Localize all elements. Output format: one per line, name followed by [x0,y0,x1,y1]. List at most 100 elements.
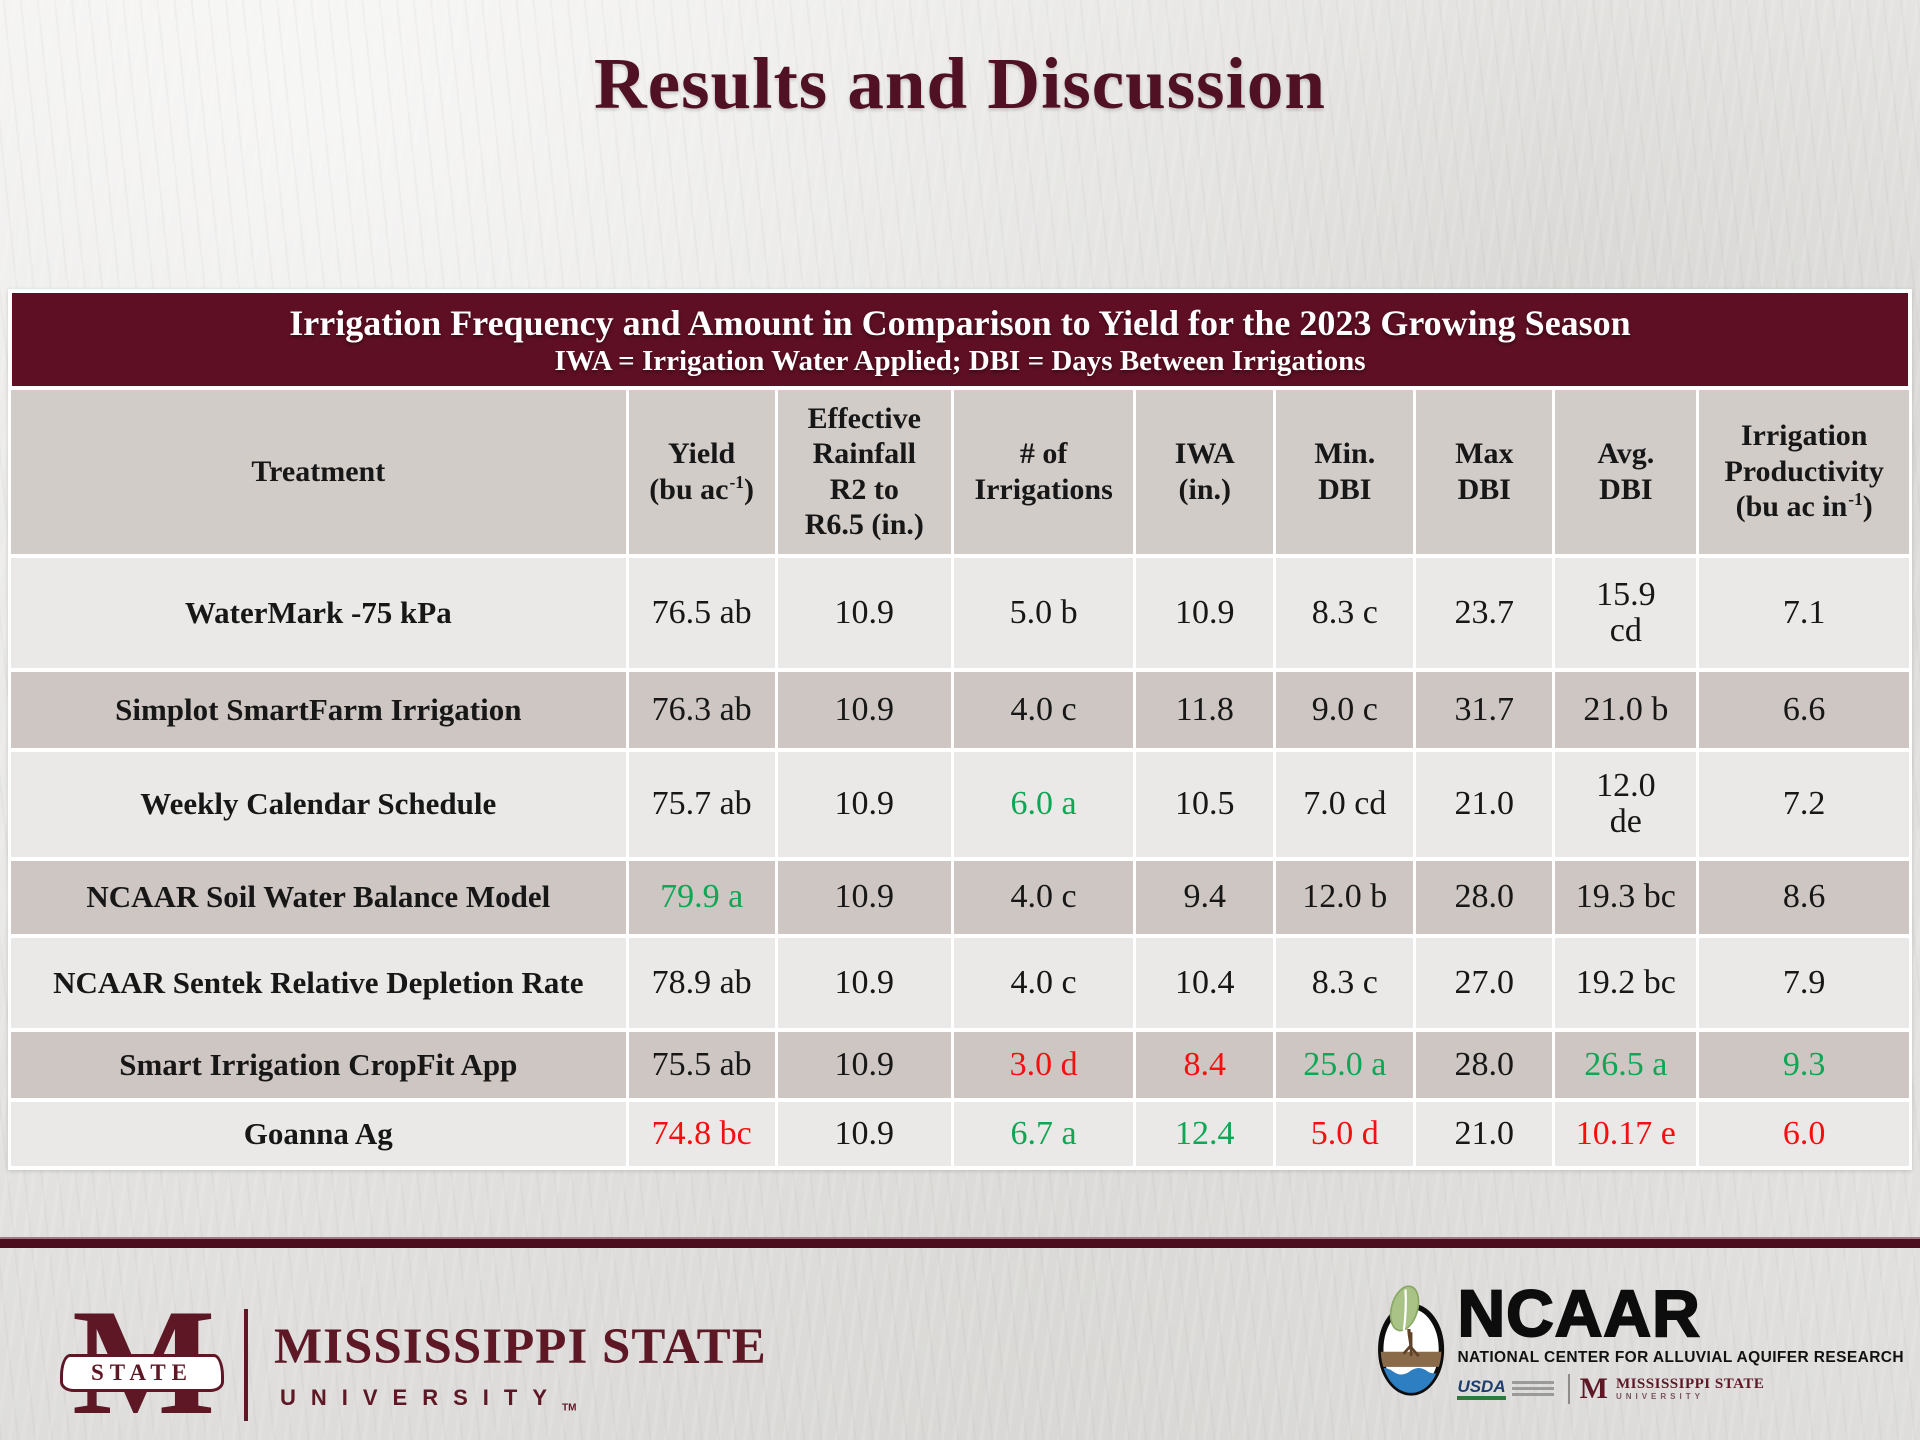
table-row: Simplot SmartFarm Irrigation 76.3 ab 10.9 4… [11,671,1909,748]
msu-state-banner: STATE [60,1354,224,1392]
table-row: Weekly Calendar Schedule 75.7 ab 10.9 6.0 a… [11,751,1909,857]
superscript: -1 [729,471,744,492]
results-table-body: WaterMark -75 kPa 76.5 ab 10.9 5.0 b 10.9 8.3… [11,557,1909,1166]
ncaar-full-name: NATIONAL CENTER FOR ALLUVIAL AQUIFER RES… [1457,1348,1904,1366]
value-cell: 78.9 ab [628,937,775,1028]
value-cell: 8.3 c [1276,937,1414,1028]
treatment-name: NCAAR Soil Water Balance Model [11,860,626,934]
value-cell: 10.17 e [1555,1101,1697,1166]
col-header-irrigation-productivity: Irrigation Productivity (bu ac in-1) [1699,389,1909,554]
ncaar-acronym: NCAAR [1456,1276,1701,1350]
value-cell: 8.4 [1136,1031,1274,1098]
header-label: Treatment [251,454,386,488]
value-cell: 23.7 [1416,557,1553,668]
msu-banner-text: STATE [90,1360,193,1385]
superscript: -1 [1848,489,1863,510]
ncaar-text-block: NCAAR NATIONAL CENTER FOR ALLUVIAL AQUIF… [1456,1276,1904,1405]
value-cell: 7.1 [1699,557,1909,668]
treatment-name: Weekly Calendar Schedule [11,751,626,857]
table-title: Irrigation Frequency and Amount in Compa… [289,303,1631,343]
value-cell: 7.9 [1699,937,1909,1028]
header-label: DBI [1599,472,1653,506]
msu-m-monogram: M STATE [60,1286,224,1438]
ncaar-logo: NCAAR NATIONAL CENTER FOR ALLUVIAL AQUIF… [1371,1276,1904,1405]
table-subtitle: IWA = Irrigation Water Applied; DBI = Da… [554,345,1366,378]
value-cell: 6.0 [1699,1101,1909,1166]
header-label: Max [1455,437,1514,471]
slide-title: Results and Discussion [594,43,1326,124]
table-title-bar: Irrigation Frequency and Amount in Compa… [12,293,1908,386]
col-header-yield: Yield (bu ac-1) [628,389,775,554]
usda-logo: USDA [1457,1378,1506,1400]
header-label: Avg. [1597,437,1655,471]
header-label: Irrigations [974,472,1113,506]
usda-text-lines [1511,1381,1554,1397]
value-cell: 28.0 [1416,860,1553,934]
value-cell: 10.9 [777,937,951,1028]
value-cell: 5.0 b [953,557,1134,668]
value-cell: 9.3 [1699,1031,1909,1098]
value-cell: 4.0 c [953,937,1134,1028]
value-cell: 25.0 a [1276,1031,1414,1098]
table-row: Smart Irrigation CropFit App 75.5 ab 10.9 3… [11,1031,1909,1098]
col-header-avg-dbi: Avg. DBI [1555,389,1697,554]
header-label: ) [1862,490,1873,524]
col-header-effective-rainfall: Effective Rainfall R2 to R6.5 (in.) [777,389,951,554]
value-cell: 4.0 c [953,671,1134,748]
value-cell: 7.0 cd [1276,751,1414,857]
value-cell: 21.0 [1416,1101,1553,1166]
msu-logo-divider [244,1309,248,1421]
value-cell: 31.7 [1416,671,1553,748]
table-row: WaterMark -75 kPa 76.5 ab 10.9 5.0 b 10.9 8.3… [11,557,1909,668]
value-cell: 26.5 a [1555,1031,1697,1098]
value-cell: 10.9 [777,557,951,668]
treatment-name: Simplot SmartFarm Irrigation [11,671,626,748]
value-cell: 10.9 [777,671,951,748]
value-cell: 74.8 bc [628,1101,775,1166]
header-label: (in.) [1178,472,1232,506]
msu-mini-wordmark: MISSISSIPPI STATE UNIVERSITY [1616,1376,1764,1402]
value-cell: 19.3 bc [1555,860,1697,934]
header-label: (bu ac [649,472,729,506]
value-cell: 9.4 [1136,860,1274,934]
value-cell: 79.9 a [628,860,775,934]
msu-wordmark: MISSISSIPPI STATE UNIVERSITYTM [274,1317,767,1413]
col-header-num-irrigations: # of Irrigations [953,389,1134,554]
header-label: ) [743,472,754,506]
msu-mini-name: MISSISSIPPI STATE [1615,1375,1765,1392]
header-row: Treatment Yield (bu ac-1) Effective Rainfa… [11,389,1909,554]
header-label: Rainfall [812,437,916,471]
header-label: DBI [1457,472,1511,506]
value-cell: 10.9 [777,860,951,934]
ncaar-partner-logos: USDA M MISSISSIPPI STATE UNIVERSITY [1457,1371,1904,1405]
value-cell: 27.0 [1416,937,1553,1028]
value-cell: 6.6 [1699,671,1909,748]
value-cell: 10.5 [1136,751,1274,857]
msu-mini-monogram: M [1579,1371,1608,1405]
value-cell: 9.0 c [1276,671,1414,748]
header-label: DBI [1318,472,1372,506]
header-label: Irrigation [1740,419,1868,453]
value-cell: 8.3 c [1276,557,1414,668]
value-cell: 6.0 a [953,751,1134,857]
value-cell: 76.5 ab [628,557,775,668]
msu-university-label: UNIVERSITYTM [280,1385,767,1413]
header-label: R2 to [829,472,899,506]
col-header-min-dbi: Min. DBI [1276,389,1414,554]
header-label: Yield [668,437,736,471]
col-header-iwa: IWA (in.) [1136,389,1274,554]
ncaar-leaf-soil-water-icon [1378,1285,1445,1396]
value-cell: 3.0 d [953,1031,1134,1098]
value-cell: 10.9 [777,1101,951,1166]
value-cell: 10.9 [1136,557,1274,668]
treatment-name: Goanna Ag [11,1101,626,1166]
value-cell: 12.4 [1136,1101,1274,1166]
header-label: Min. [1314,437,1376,471]
value-cell: 75.5 ab [628,1031,775,1098]
header-label: IWA [1174,437,1235,471]
value-cell: 4.0 c [953,860,1134,934]
value-cell: 10.4 [1136,937,1274,1028]
results-table-container: Irrigation Frequency and Amount in Compa… [8,289,1912,1170]
msu-name: MISSISSIPPI STATE [274,1319,767,1376]
msu-logo: M STATE MISSISSIPPI STATE UNIVERSITYTM [60,1286,767,1438]
